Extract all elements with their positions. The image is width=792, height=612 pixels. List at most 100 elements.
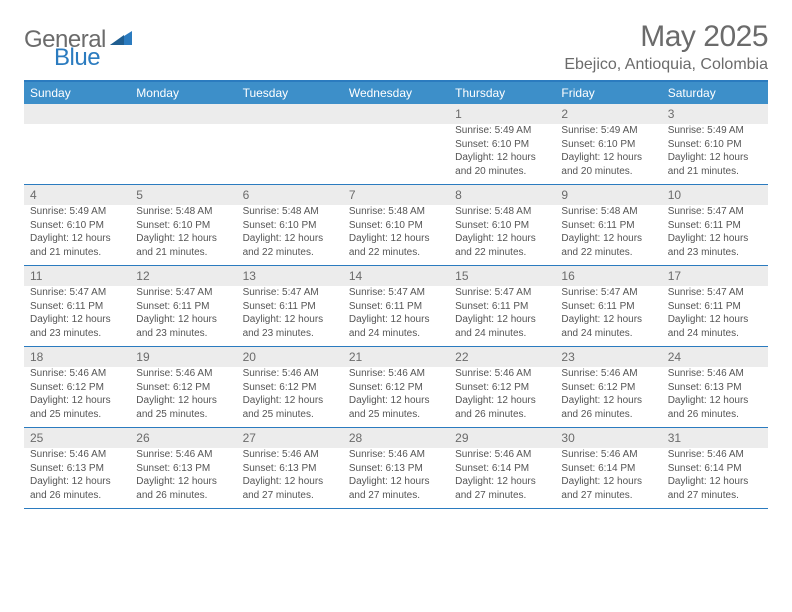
month-title: May 2025 bbox=[564, 20, 768, 54]
dow-wednesday: Wednesday bbox=[343, 82, 449, 104]
sunrise-line: Sunrise: 5:46 AM bbox=[136, 448, 230, 462]
sunrise-line: Sunrise: 5:49 AM bbox=[561, 124, 655, 138]
day-cell: Sunrise: 5:47 AMSunset: 6:11 PMDaylight:… bbox=[237, 286, 343, 346]
sunrise-line: Sunrise: 5:47 AM bbox=[30, 286, 124, 300]
daylight-line: Daylight: 12 hours and 27 minutes. bbox=[561, 475, 655, 502]
day-cell bbox=[24, 124, 130, 184]
daylight-line: Daylight: 12 hours and 27 minutes. bbox=[668, 475, 762, 502]
day-number-strip: 45678910 bbox=[24, 185, 768, 205]
sunset-line: Sunset: 6:12 PM bbox=[561, 381, 655, 395]
day-cell: Sunrise: 5:46 AMSunset: 6:12 PMDaylight:… bbox=[555, 367, 661, 427]
sunset-line: Sunset: 6:11 PM bbox=[561, 219, 655, 233]
daylight-line: Daylight: 12 hours and 24 minutes. bbox=[668, 313, 762, 340]
day-cell: Sunrise: 5:47 AMSunset: 6:11 PMDaylight:… bbox=[24, 286, 130, 346]
calendar: SundayMondayTuesdayWednesdayThursdayFrid… bbox=[24, 80, 768, 509]
logo: General Blue bbox=[24, 26, 132, 54]
daylight-line: Daylight: 12 hours and 25 minutes. bbox=[243, 394, 337, 421]
sunrise-line: Sunrise: 5:46 AM bbox=[30, 367, 124, 381]
day-number: 9 bbox=[555, 185, 661, 205]
week-row: 45678910Sunrise: 5:49 AMSunset: 6:10 PMD… bbox=[24, 185, 768, 266]
sunrise-line: Sunrise: 5:47 AM bbox=[455, 286, 549, 300]
logo-triangle-icon bbox=[110, 29, 132, 52]
daylight-line: Daylight: 12 hours and 24 minutes. bbox=[349, 313, 443, 340]
day-cell: Sunrise: 5:46 AMSunset: 6:12 PMDaylight:… bbox=[237, 367, 343, 427]
sunrise-line: Sunrise: 5:46 AM bbox=[455, 367, 549, 381]
daylight-line: Daylight: 12 hours and 25 minutes. bbox=[30, 394, 124, 421]
sunset-line: Sunset: 6:10 PM bbox=[455, 219, 549, 233]
day-number: 25 bbox=[24, 428, 130, 448]
day-number: 18 bbox=[24, 347, 130, 367]
daylight-line: Daylight: 12 hours and 23 minutes. bbox=[30, 313, 124, 340]
sunset-line: Sunset: 6:14 PM bbox=[668, 462, 762, 476]
sunrise-line: Sunrise: 5:47 AM bbox=[136, 286, 230, 300]
day-number bbox=[237, 104, 343, 124]
daylight-line: Daylight: 12 hours and 26 minutes. bbox=[668, 394, 762, 421]
sunset-line: Sunset: 6:11 PM bbox=[30, 300, 124, 314]
day-number: 23 bbox=[555, 347, 661, 367]
daylight-line: Daylight: 12 hours and 20 minutes. bbox=[455, 151, 549, 178]
day-cell: Sunrise: 5:48 AMSunset: 6:10 PMDaylight:… bbox=[343, 205, 449, 265]
day-number bbox=[24, 104, 130, 124]
daylight-line: Daylight: 12 hours and 27 minutes. bbox=[455, 475, 549, 502]
dow-friday: Friday bbox=[555, 82, 661, 104]
daylight-line: Daylight: 12 hours and 27 minutes. bbox=[349, 475, 443, 502]
daylight-line: Daylight: 12 hours and 22 minutes. bbox=[243, 232, 337, 259]
sunrise-line: Sunrise: 5:48 AM bbox=[243, 205, 337, 219]
dow-thursday: Thursday bbox=[449, 82, 555, 104]
sunrise-line: Sunrise: 5:46 AM bbox=[243, 367, 337, 381]
sunset-line: Sunset: 6:11 PM bbox=[561, 300, 655, 314]
sunrise-line: Sunrise: 5:46 AM bbox=[561, 367, 655, 381]
sunset-line: Sunset: 6:12 PM bbox=[349, 381, 443, 395]
sunset-line: Sunset: 6:12 PM bbox=[136, 381, 230, 395]
sunrise-line: Sunrise: 5:49 AM bbox=[668, 124, 762, 138]
title-block: May 2025 Ebejico, Antioquia, Colombia bbox=[564, 20, 768, 74]
sunrise-line: Sunrise: 5:48 AM bbox=[561, 205, 655, 219]
logo-text-part2: Blue bbox=[54, 44, 100, 72]
sunrise-line: Sunrise: 5:47 AM bbox=[349, 286, 443, 300]
day-detail-row: Sunrise: 5:46 AMSunset: 6:13 PMDaylight:… bbox=[24, 448, 768, 508]
day-number-strip: 18192021222324 bbox=[24, 347, 768, 367]
sunrise-line: Sunrise: 5:48 AM bbox=[455, 205, 549, 219]
sunrise-line: Sunrise: 5:46 AM bbox=[668, 367, 762, 381]
sunset-line: Sunset: 6:10 PM bbox=[30, 219, 124, 233]
daylight-line: Daylight: 12 hours and 20 minutes. bbox=[561, 151, 655, 178]
day-cell: Sunrise: 5:46 AMSunset: 6:12 PMDaylight:… bbox=[343, 367, 449, 427]
sunrise-line: Sunrise: 5:48 AM bbox=[349, 205, 443, 219]
weeks-container: 123Sunrise: 5:49 AMSunset: 6:10 PMDaylig… bbox=[24, 104, 768, 509]
day-cell bbox=[130, 124, 236, 184]
week-row: 11121314151617Sunrise: 5:47 AMSunset: 6:… bbox=[24, 266, 768, 347]
day-number: 30 bbox=[555, 428, 661, 448]
sunrise-line: Sunrise: 5:47 AM bbox=[243, 286, 337, 300]
day-number: 13 bbox=[237, 266, 343, 286]
daylight-line: Daylight: 12 hours and 21 minutes. bbox=[136, 232, 230, 259]
daylight-line: Daylight: 12 hours and 26 minutes. bbox=[561, 394, 655, 421]
sunset-line: Sunset: 6:10 PM bbox=[561, 138, 655, 152]
day-number: 17 bbox=[662, 266, 768, 286]
day-cell: Sunrise: 5:48 AMSunset: 6:10 PMDaylight:… bbox=[130, 205, 236, 265]
day-cell: Sunrise: 5:46 AMSunset: 6:13 PMDaylight:… bbox=[662, 367, 768, 427]
sunset-line: Sunset: 6:10 PM bbox=[668, 138, 762, 152]
day-cell: Sunrise: 5:47 AMSunset: 6:11 PMDaylight:… bbox=[555, 286, 661, 346]
sunrise-line: Sunrise: 5:46 AM bbox=[349, 367, 443, 381]
sunset-line: Sunset: 6:12 PM bbox=[30, 381, 124, 395]
day-number: 2 bbox=[555, 104, 661, 124]
sunrise-line: Sunrise: 5:46 AM bbox=[561, 448, 655, 462]
day-number: 26 bbox=[130, 428, 236, 448]
daylight-line: Daylight: 12 hours and 22 minutes. bbox=[455, 232, 549, 259]
day-number: 7 bbox=[343, 185, 449, 205]
week-row: 123Sunrise: 5:49 AMSunset: 6:10 PMDaylig… bbox=[24, 104, 768, 185]
day-cell bbox=[237, 124, 343, 184]
day-number: 8 bbox=[449, 185, 555, 205]
header: General Blue May 2025 Ebejico, Antioquia… bbox=[24, 20, 768, 74]
sunset-line: Sunset: 6:14 PM bbox=[561, 462, 655, 476]
day-detail-row: Sunrise: 5:46 AMSunset: 6:12 PMDaylight:… bbox=[24, 367, 768, 427]
sunrise-line: Sunrise: 5:46 AM bbox=[30, 448, 124, 462]
sunset-line: Sunset: 6:13 PM bbox=[30, 462, 124, 476]
day-number: 20 bbox=[237, 347, 343, 367]
day-cell bbox=[343, 124, 449, 184]
dow-saturday: Saturday bbox=[662, 82, 768, 104]
day-number: 10 bbox=[662, 185, 768, 205]
day-cell: Sunrise: 5:46 AMSunset: 6:13 PMDaylight:… bbox=[343, 448, 449, 508]
dow-sunday: Sunday bbox=[24, 82, 130, 104]
day-number-strip: 123 bbox=[24, 104, 768, 124]
